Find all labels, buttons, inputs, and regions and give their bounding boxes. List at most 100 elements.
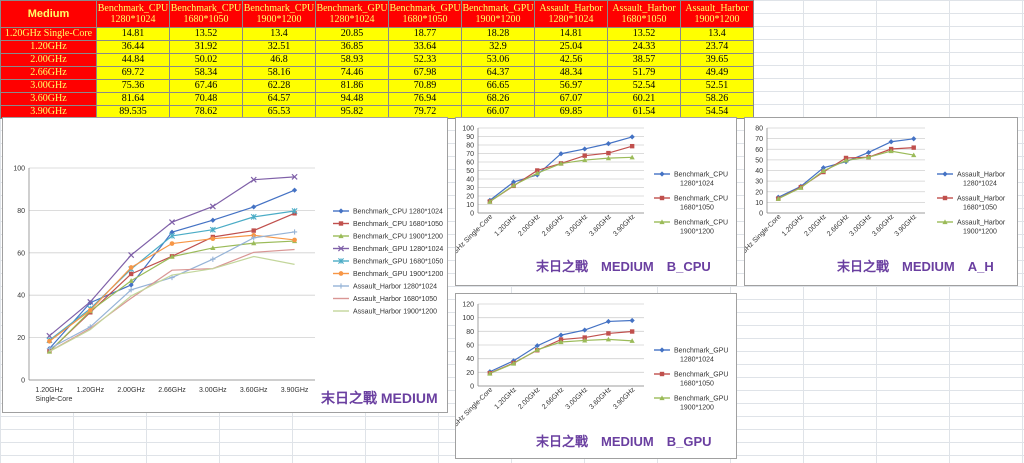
y-tick-label: 50 [466,168,474,175]
legend-label-line: 1900*1200 [680,405,714,412]
data-point [942,171,948,177]
y-tick-label: 10 [755,200,763,207]
column-header: Benchmark_GPU 1280*1024 [315,0,389,28]
row-label: 3.60GHz [0,92,97,106]
table-cell: 58.34 [169,66,243,80]
data-point [46,346,53,352]
column-header: Assault_Harbor 1280*1024 [534,0,608,28]
data-point [291,187,298,193]
legend-label: Benchmark_GPU 1280*1024 [674,348,728,364]
data-point [338,283,344,289]
data-point [128,287,134,293]
data-point [659,347,665,353]
table-cell: 81.86 [315,79,389,93]
table-cell: 64.37 [461,66,535,80]
x-tick-label: 2.66GHz [541,213,566,238]
table-row: 3.60GHz 81.64 70.48 64.57 94.48 76.94 68.26 67.… [0,92,754,106]
y-tick-label: 40 [755,168,763,175]
data-point [629,317,635,324]
table-cell: 58.16 [242,66,316,80]
data-point [558,332,564,338]
data-point [291,229,298,235]
table-cell: 20.85 [315,27,389,41]
x-tick-label: 2.66GHz [158,387,186,394]
legend-label: Benchmark_GPU 1680*1050 [353,259,443,266]
x-tick-label: 3.90GHz [612,386,637,411]
legend-label-line: Benchmark_CPU [674,220,728,227]
y-axis: 0 10 20 30 40 50 60 70 80 [755,126,925,218]
x-tick-label-line: 2.00GHz [117,387,145,394]
table-cell: 58.93 [315,53,389,67]
x-tick-label: 3.00GHz [565,386,590,411]
data-point [605,155,612,161]
data-point [338,208,344,214]
chart-assault-harbor: 0 10 20 30 40 50 60 70 80 1.20GHz Single-Core 1.20… [744,117,1018,286]
data-point [251,235,257,241]
row-label: 1.20GHz Single-Core [0,27,97,41]
series [776,145,916,201]
x-tick-label: 2.66GHz [541,386,566,411]
chart-benchmark-gpu: 0 20 40 60 80 100 120 1.20GHz Single-Core 1.20GH… [455,293,737,459]
row-label: 2.00GHz [0,53,97,67]
data-point [558,339,564,345]
x-tick-label: 3.00GHz [565,213,590,238]
data-point [582,327,588,333]
legend-label: Assault_Harbor 1280*1024 [353,284,437,291]
data-point [606,150,611,156]
table-cell: 74.46 [315,66,389,80]
y-tick-label: 100 [462,126,474,133]
x-tick-label-line: 1.20GHz [76,387,104,394]
series [49,255,295,353]
data-point [843,157,849,163]
table-cell: 60.21 [607,92,681,106]
table-cell: 56.97 [534,79,608,93]
x-tick-label: 3.00GHz [199,387,227,394]
x-tick-label: 2.00GHz [803,213,828,238]
legend-label: Assault_Harbor 1900*1200 [957,220,1006,236]
x-tick-label: 3.90GHz [894,213,919,238]
table-cell: 66.65 [461,79,535,93]
legend-label-line: 1680*1050 [680,205,714,212]
x-tick-label: 3.90GHz [281,387,309,394]
x-tick-label: 1.20GHz Single-Core [35,387,72,403]
x-tick-label: 2.00GHz [517,386,542,411]
legend-label-line: Assault_Harbor [957,220,1006,227]
table-cell: 62.28 [242,79,316,93]
legend-label-line: Benchmark_GPU [674,348,728,355]
series-line [48,189,295,350]
x-axis: 1.20GHz Single-Core1.20GHz2.00GHz2.66GHz… [745,213,918,265]
series-line [489,338,633,375]
y-tick-label: 20 [755,189,763,196]
data-point [209,203,216,210]
series-line [778,147,914,200]
x-tick-label-line: Single-Core [35,396,72,403]
x-tick-label: 1.20GHz [494,213,519,238]
y-tick-label: 0 [759,211,763,218]
chart-benchmark-cpu: 0 10 20 30 40 50 60 70 80 90 100 1.20GHz Single-Cor… [455,117,737,286]
table-cell: 14.81 [96,27,170,41]
legend-label: Benchmark_GPU 1900*1200 [674,396,728,412]
y-tick-label: 60 [755,147,763,154]
y-axis: 0 20 40 60 80 100 120 [462,302,644,391]
legend-label: Benchmark_CPU 1900*1200 [674,220,728,236]
x-tick-label: 3.60GHz [588,213,613,238]
y-tick-label: 70 [466,151,474,158]
series [487,154,635,204]
data-point [250,176,257,183]
table-corner-label: Medium [0,0,97,28]
table-cell: 67.98 [388,66,462,80]
legend-label-line: Benchmark_CPU [674,172,728,179]
data-point [168,219,176,226]
table-cell: 50.02 [169,53,243,67]
results-table: Medium Benchmark_CPU 1280*1024 Benchmark_CP… [0,0,754,119]
x-axis: 1.20GHz Single-Core 1.20GHz 2.00GHz 2.66GHz 3… [35,387,308,403]
series [46,173,298,339]
data-point [659,395,665,401]
data-point [87,298,94,305]
table-cell: 52.51 [680,79,754,93]
data-point [87,307,93,313]
x-tick-label-line: 3.00GHz [199,387,227,394]
legend: Benchmark_CPU 1280*1024 Benchmark_CPU 1680*… [654,171,728,236]
data-point [558,160,564,166]
table-cell: 49.49 [680,66,754,80]
